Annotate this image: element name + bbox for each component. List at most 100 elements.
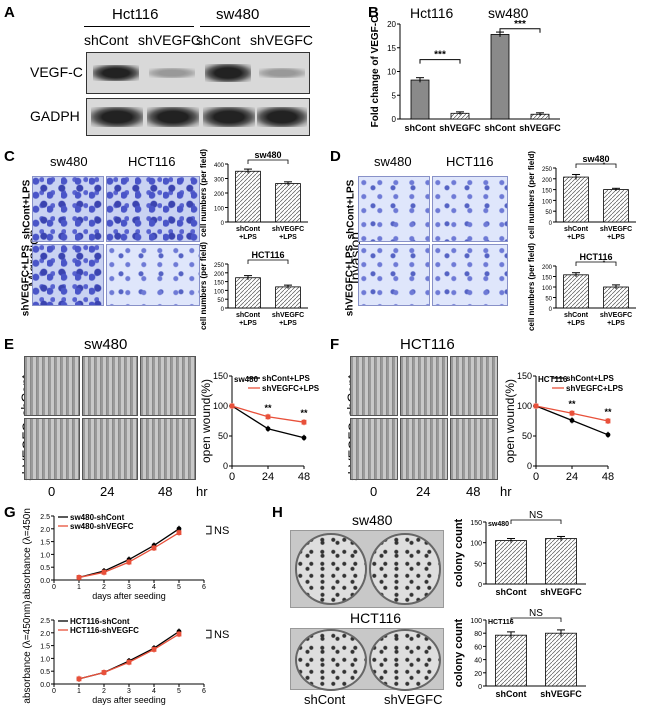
ytick-label-E-2: 100 xyxy=(213,401,228,411)
xlabel-G-HCT116: days after seeding xyxy=(92,695,166,705)
ytick-label-C-sw480-4: 400 xyxy=(214,163,225,169)
xtick-label-G-HCT116-4: 4 xyxy=(152,688,156,695)
xtick-label-G-HCT116-1: 1 xyxy=(77,688,81,695)
micrograph-d-hct116-shvegfc xyxy=(432,244,508,306)
ytick-label-G-sw480-5: 2.5 xyxy=(40,514,50,521)
point-G-sw480-1-0 xyxy=(76,575,82,580)
bracket-D-HCT116 xyxy=(575,261,617,266)
title-e: sw480 xyxy=(84,336,128,353)
point-G-sw480-1-4 xyxy=(176,530,182,536)
chart-e: 0 50 100 150 0 24 48 open wound(%) sw480 shCont+L… xyxy=(199,371,320,483)
bracket-C-sw480 xyxy=(247,159,289,164)
band-gadph-1 xyxy=(91,107,143,127)
ytick-label-F-1: 50 xyxy=(522,431,532,441)
bar-C-sw480-0 xyxy=(235,170,261,223)
dish-label-shcont: shCont xyxy=(304,692,346,707)
wound-e-r1-0h xyxy=(24,356,80,416)
time-f-48: 48 xyxy=(466,484,481,499)
bar-C-HCT116-1 xyxy=(275,286,301,309)
band-vegfc-3 xyxy=(205,64,251,82)
ytick-label-G-sw480-3: 1.5 xyxy=(40,540,50,547)
ytick-label-H-HCT116-5: 100 xyxy=(470,618,482,625)
panel-label-c: C xyxy=(4,148,15,165)
sig-E-0: ** xyxy=(264,403,272,413)
col-label-c1: sw480 xyxy=(50,154,88,169)
xlabel-G-sw480: days after seeding xyxy=(92,591,166,601)
bar-B-0 xyxy=(410,79,430,120)
chart-d: 0 50 100 150 200 250 cell numbers (per field) s… xyxy=(527,151,636,331)
bar-D-HCT116-1 xyxy=(603,286,629,309)
xlabel-C-HCT116-1-a: shVEGFC xyxy=(272,312,304,319)
ytick-label-G-sw480-4: 2.0 xyxy=(40,527,50,534)
ytick-label-B-3: 15 xyxy=(387,44,396,53)
ylabel-G-sw480: absorbance (λ=450nm) xyxy=(22,508,33,600)
wound-e-r2-0h xyxy=(24,418,80,480)
dish-h1-shvegfc xyxy=(369,533,441,605)
ytick-label-D-HCT116-4: 200 xyxy=(542,265,553,271)
chart-b-group-1: Hct116 xyxy=(410,6,454,21)
micrograph-c-hct116-shvegfc xyxy=(106,244,200,306)
ytick-label-B-2: 10 xyxy=(387,68,396,77)
ylabel-H-sw480: colony count xyxy=(453,518,465,587)
ytick-label-C-sw480-0: 0 xyxy=(221,221,225,227)
chart-title-F: HCT116 xyxy=(538,375,568,384)
row-label-c2: shVEGFC+LPS xyxy=(20,244,32,317)
ytick-label-G-HCT116-5: 2.5 xyxy=(40,618,50,625)
xlabel-D-HCT116-0-a: shCont xyxy=(564,312,589,319)
panel-label-g: G xyxy=(4,504,16,521)
bar-D-sw480-0 xyxy=(563,176,589,223)
point-E-0-1 xyxy=(265,426,271,432)
legend-label-G-HCT116-1: HCT116-shVEGFC xyxy=(70,626,139,635)
chart-b-group-2: sw480 xyxy=(488,6,529,21)
blot-group-line-2 xyxy=(200,26,310,27)
xlabel-D-HCT116-1-b: +LPS xyxy=(607,320,625,327)
xtick-label-G-HCT116-6: 6 xyxy=(202,688,206,695)
row-label-d2: shVEGFC+LPS xyxy=(344,244,356,317)
point-F-0-1 xyxy=(569,418,575,423)
panel-label-d: D xyxy=(330,148,341,165)
xtick-label-F-0: 0 xyxy=(533,471,539,483)
point-F-1-1 xyxy=(569,410,575,416)
point-E-1-1 xyxy=(265,414,271,420)
ytick-label-C-HCT116-1: 50 xyxy=(217,298,224,304)
ytick-label-G-HCT116-3: 1.5 xyxy=(40,644,50,651)
bracket-H-HCT116 xyxy=(510,617,562,622)
xtick-label-G-HCT116-3: 3 xyxy=(127,688,131,695)
ytick-label-H-HCT116-0: 0 xyxy=(478,684,482,691)
panel-label-f: F xyxy=(330,336,340,353)
sig-label-B-0: *** xyxy=(434,50,446,61)
col-label-d2: HCT116 xyxy=(446,154,494,169)
ytick-label-F-0: 0 xyxy=(527,461,532,471)
title-h2: HCT116 xyxy=(350,610,402,626)
ytick-label-D-sw480-1: 50 xyxy=(545,210,552,216)
ns-label-H-sw480: NS xyxy=(529,510,543,521)
chart-title-E: sw480 xyxy=(234,375,259,384)
xtick-label-G-sw480-0: 0 xyxy=(52,584,56,591)
ytick-label-D-sw480-2: 100 xyxy=(542,199,553,205)
ytick-label-E-1: 50 xyxy=(218,431,228,441)
ylabel-E: open wound(%) xyxy=(199,379,213,463)
ytick-label-B-1: 5 xyxy=(392,91,397,100)
ytick-label-H-sw480-2: 100 xyxy=(470,541,482,548)
lane-label-3: shCont xyxy=(196,32,241,48)
ytick-label-H-sw480-1: 50 xyxy=(474,561,482,568)
wound-f-r1-0h xyxy=(350,356,398,416)
dish-h2-shvegfc xyxy=(369,629,441,691)
xlabel-D-sw480-0-a: shCont xyxy=(564,226,589,233)
ns-label-G-sw480: NS xyxy=(214,525,229,537)
micrograph-d-hct116-shcont xyxy=(432,176,508,242)
ytick-label-D-sw480-4: 200 xyxy=(542,178,553,184)
xlabel-D-sw480-0-b: +LPS xyxy=(567,234,585,241)
wound-f-r1-24h xyxy=(400,356,448,416)
ytick-label-E-3: 150 xyxy=(213,371,228,381)
wound-f-r1-48h xyxy=(450,356,498,416)
ytick-label-H-sw480-3: 150 xyxy=(470,520,482,527)
xtick-label-E-2: 48 xyxy=(298,471,310,483)
chart-title-D-HCT116: HCT116 xyxy=(579,252,612,262)
col-label-d1: sw480 xyxy=(374,154,412,169)
legend-label-G-sw480-1: sw480-shVEGFC xyxy=(70,522,134,531)
annot-D-HCT116: * xyxy=(603,260,606,267)
xtick-label-G-sw480-5: 5 xyxy=(177,584,181,591)
point-G-sw480-1-3 xyxy=(151,545,157,551)
xlabel-D-sw480-1-a: shVEGFC xyxy=(600,226,632,233)
